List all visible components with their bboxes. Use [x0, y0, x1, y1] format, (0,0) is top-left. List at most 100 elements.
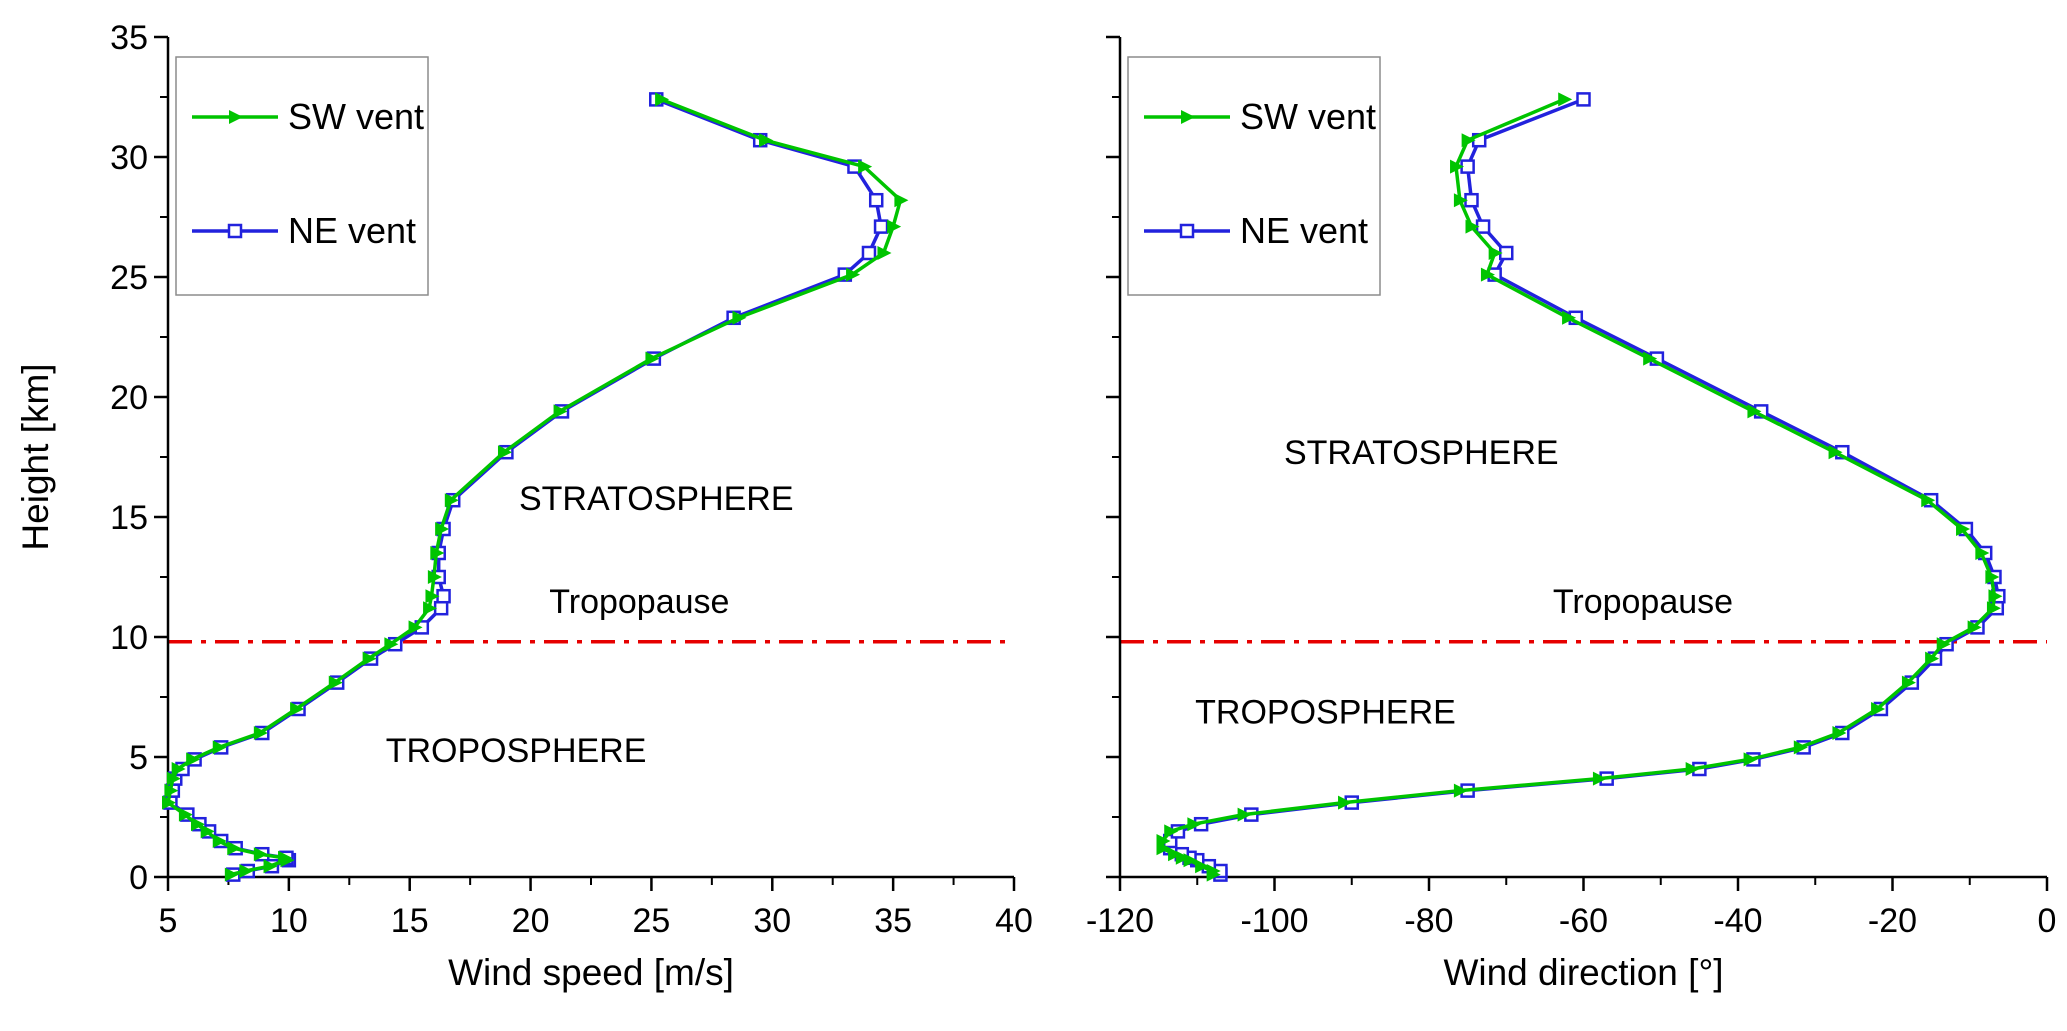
triangle-marker: [553, 404, 568, 419]
x-tick-label: -40: [1713, 902, 1762, 940]
x-axis-title: Wind speed [m/s]: [448, 952, 734, 993]
triangle-marker: [1828, 445, 1843, 460]
x-tick-label: -60: [1559, 902, 1608, 940]
triangle-marker: [1168, 847, 1183, 862]
triangle-marker: [1453, 193, 1468, 208]
triangle-marker: [212, 740, 227, 755]
triangle-marker: [1921, 493, 1936, 508]
legend-box: [175, 56, 429, 296]
triangle-marker: [1206, 864, 1221, 878]
y-tick-label: 25: [110, 259, 148, 297]
triangle-marker: [1480, 267, 1495, 282]
triangle-marker: [846, 267, 861, 282]
triangle-marker: [1488, 246, 1503, 260]
triangle-marker: [1187, 817, 1202, 832]
triangle-marker: [1747, 404, 1762, 419]
triangle-marker: [1925, 651, 1940, 666]
triangle-marker: [858, 159, 873, 174]
triangle-marker: [186, 752, 201, 767]
triangle-marker: [166, 771, 181, 786]
square-marker: [861, 245, 877, 261]
annotation-stratosphere: STRATOSPHERE: [519, 480, 794, 518]
x-tick-label: -20: [1868, 902, 1917, 940]
x-tick-label: -80: [1404, 902, 1453, 940]
triangle-marker: [425, 589, 440, 604]
triangle-marker: [645, 351, 660, 366]
triangle-marker: [1453, 783, 1468, 798]
triangle-marker: [1901, 675, 1916, 690]
triangle-marker: [162, 795, 176, 810]
legend-box: [1127, 56, 1381, 296]
x-tick-label: 10: [270, 902, 308, 940]
triangle-marker: [1237, 807, 1252, 822]
y-tick-label: 5: [129, 739, 148, 777]
triangle-marker: [1967, 620, 1982, 635]
x-tick-label: 40: [995, 902, 1033, 940]
triangle-marker: [732, 310, 747, 325]
annotation-troposphere: TROPOSPHERE: [1195, 693, 1456, 731]
triangle-marker: [224, 867, 239, 882]
triangle-marker: [1558, 92, 1573, 107]
triangle-marker: [444, 493, 459, 508]
x-tick-label: -120: [1086, 902, 1154, 940]
triangle-marker: [1793, 740, 1808, 755]
square-marker: [227, 223, 243, 239]
triangle-marker: [171, 762, 186, 776]
x-tick-label: 0: [2038, 902, 2057, 940]
square-marker: [1576, 92, 1591, 107]
triangle-marker: [164, 783, 179, 798]
triangle-marker: [1562, 310, 1577, 325]
y-tick-label: 35: [110, 19, 148, 57]
triangle-marker: [430, 546, 445, 560]
triangle-marker: [1936, 637, 1951, 652]
x-tick-label: 25: [633, 902, 671, 940]
triangle-marker: [1156, 834, 1171, 848]
y-tick-label: 10: [110, 619, 148, 657]
square-marker: [868, 192, 884, 208]
triangle-marker: [1985, 570, 2000, 584]
legend-label: SW vent: [1240, 96, 1376, 137]
y-axis-title: Height [km]: [15, 363, 56, 550]
triangle-marker: [894, 193, 909, 208]
triangle-marker: [263, 859, 278, 874]
x-tick-label: 35: [874, 902, 912, 940]
triangle-marker: [362, 651, 377, 666]
x-tick-label: -100: [1240, 902, 1308, 940]
triangle-marker: [278, 850, 293, 865]
square-marker: [1179, 223, 1195, 239]
square-marker: [873, 219, 889, 234]
triangle-marker: [178, 807, 193, 822]
triangle-marker: [408, 620, 423, 635]
triangle-marker: [423, 601, 438, 616]
x-tick-label: 15: [391, 902, 429, 940]
triangle-marker: [1956, 522, 1971, 536]
triangle-marker: [759, 133, 774, 148]
triangle-marker: [497, 445, 512, 460]
x-tick-label: 5: [159, 902, 178, 940]
triangle-marker: [1643, 351, 1658, 366]
triangle-marker: [212, 834, 227, 848]
series-line-sw-vent: [166, 97, 903, 877]
triangle-marker: [1461, 133, 1476, 148]
y-tick-label: 0: [129, 859, 148, 897]
triangle-marker: [227, 841, 242, 856]
triangle-marker: [1195, 859, 1210, 874]
legend: SW vent NE vent: [175, 56, 429, 296]
triangle-marker: [239, 864, 254, 878]
annotation-troposphere: TROPOSPHERE: [386, 732, 647, 770]
triangle-marker: [877, 246, 892, 260]
triangle-marker: [1450, 159, 1465, 174]
legend-label: SW vent: [288, 96, 424, 137]
triangle-marker: [328, 675, 343, 690]
legend-label: NE vent: [1240, 210, 1368, 251]
triangle-marker: [1465, 219, 1480, 234]
x-axis-title: Wind direction [°]: [1443, 952, 1723, 993]
triangle-marker: [1592, 771, 1607, 786]
wind-direction-chart: STRATOSPHERE Tropopause TROPOSPHERE -120 -10…: [1086, 35, 2057, 993]
y-tick-label: 15: [110, 499, 148, 537]
annotation-tropopause: Tropopause: [1553, 583, 1733, 621]
y-tick-label: 30: [110, 139, 148, 177]
triangle-marker: [200, 824, 215, 839]
